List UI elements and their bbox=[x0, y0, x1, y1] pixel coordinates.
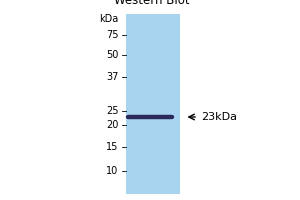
Text: 23kDa: 23kDa bbox=[202, 112, 238, 122]
Text: 20: 20 bbox=[106, 120, 118, 130]
Bar bbox=[126, 14, 180, 194]
Text: 25: 25 bbox=[106, 106, 118, 116]
Text: Western Blot: Western Blot bbox=[114, 0, 189, 7]
Text: 15: 15 bbox=[106, 142, 118, 152]
Text: 75: 75 bbox=[106, 30, 118, 40]
Text: 50: 50 bbox=[106, 50, 118, 60]
Text: 10: 10 bbox=[106, 166, 118, 176]
Text: 37: 37 bbox=[106, 72, 118, 82]
Text: kDa: kDa bbox=[99, 14, 119, 24]
